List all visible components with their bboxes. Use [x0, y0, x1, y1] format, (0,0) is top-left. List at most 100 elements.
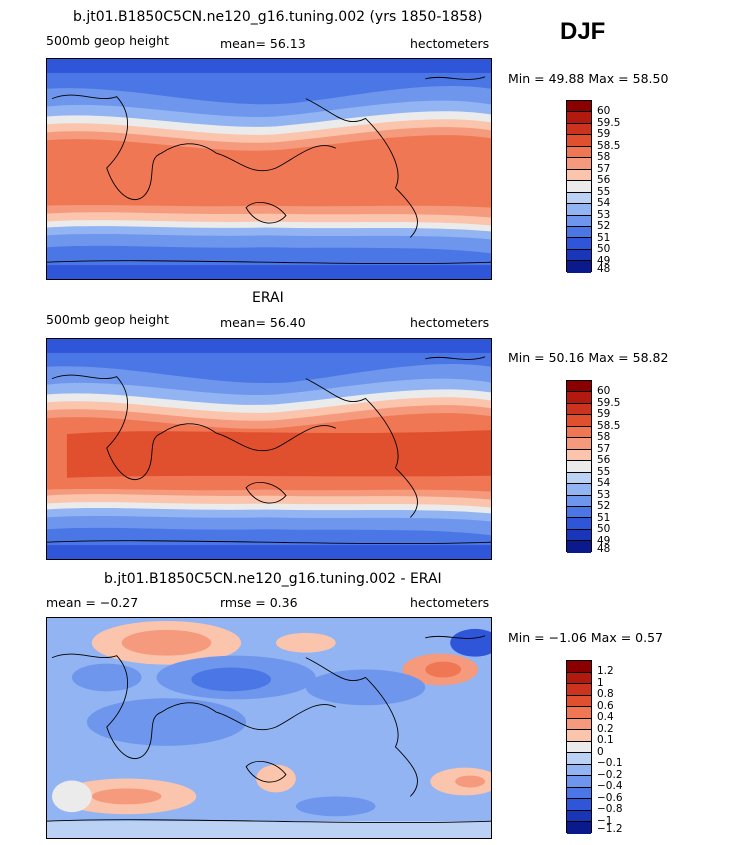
panel-3-colorbar-swatch: [567, 764, 591, 777]
panel-1-colorbar: [566, 100, 592, 273]
panel-2-colorbar: [566, 380, 592, 553]
panel-3-mean-label: mean = −0.27: [46, 595, 139, 610]
panel-2-colorbar-label: 50: [597, 523, 611, 535]
panel-2-colorbar-label: 58: [597, 431, 611, 443]
panel-1-colorbar-swatch: [567, 204, 591, 216]
panel-2-colorbar-label: 58.5: [597, 419, 621, 432]
panel-1-colorbar-label: 49: [597, 254, 611, 267]
panel-1-colorbar-swatch: [567, 261, 591, 273]
panel-1-colorbar-swatch: [567, 192, 591, 205]
panel-1-colorbar-swatch: [567, 158, 591, 170]
panel-1-mean-label: mean= 56.13: [220, 36, 306, 51]
panel-3-colorbar-swatch: [567, 707, 591, 719]
panel-1-colorbar-label: 56: [597, 174, 611, 186]
panel-3-colorbar-swatch: [567, 672, 591, 685]
panel-3-colorbar-label: −0.1: [597, 757, 623, 769]
panel-1-map: [46, 58, 492, 280]
panel-2-colorbar-swatch: [567, 472, 591, 485]
panel-1-colorbar-swatch: [567, 135, 591, 147]
panel-2-colorbar-label: 59: [597, 408, 611, 420]
panel-2-contour-field: [47, 339, 491, 559]
panel-1-units-label: hectometers: [410, 36, 490, 51]
panel-1-colorbar-swatch: [567, 123, 591, 136]
panel-3-colorbar-label: −0.6: [597, 791, 623, 804]
panel-2-colorbar-label: 57: [597, 442, 611, 455]
panel-3-colorbar-swatch: [567, 822, 591, 834]
panel-1-variable-label: 500mb geop height: [46, 33, 169, 48]
panel-3-colorbar-swatch: [567, 787, 591, 800]
panel-1-colorbar-swatch: [567, 181, 591, 193]
panel-3-colorbar-label: 0.2: [597, 722, 614, 735]
season-label: DJF: [560, 18, 606, 45]
panel-3-map: [46, 617, 492, 839]
panel-2-colorbar-swatch: [567, 403, 591, 416]
panel-2-mean-label: mean= 56.40: [220, 315, 306, 330]
panel-2-colorbar-label: 54: [597, 477, 611, 489]
panel-3-contour-field: [47, 618, 491, 838]
panel-1-colorbar-label: 58.5: [597, 139, 621, 152]
panel-2-minmax-label: Min = 50.16 Max = 58.82: [508, 350, 669, 365]
panel-1-colorbar-swatch: [567, 146, 591, 159]
panel-3-colorbar-label: 0.1: [597, 734, 614, 746]
panel-2-colorbar-label: 59.5: [597, 396, 621, 409]
panel-1-colorbar-swatch: [567, 215, 591, 227]
panel-2-variable-label: 500mb geop height: [46, 312, 169, 327]
panel-3-colorbar-swatch: [567, 695, 591, 708]
panel-2-colorbar-swatch: [567, 506, 591, 519]
panel-3-title: b.jt01.B1850C5CN.ne120_g16.tuning.002 - …: [104, 571, 442, 587]
panel-3-colorbar-label: 0.8: [597, 688, 614, 700]
panel-2-colorbar-label: 56: [597, 454, 611, 466]
panel-3-colorbar-label: 0.6: [597, 699, 614, 712]
panel-1-colorbar-label: 48: [597, 263, 611, 275]
panel-1-colorbar-label: 51: [597, 231, 611, 244]
panel-2-colorbar-label: 53: [597, 488, 611, 501]
panel-1-colorbar-label: 58: [597, 151, 611, 163]
panel-1-colorbar-label: 57: [597, 162, 611, 175]
panel-3-colorbar: [566, 660, 592, 834]
panel-1-title: b.jt01.B1850C5CN.ne120_g16.tuning.002 (y…: [73, 9, 483, 25]
panel-1-colorbar-label: 52: [597, 220, 611, 232]
panel-3-colorbar-label: 0: [597, 745, 604, 758]
panel-2-colorbar-label: 48: [597, 543, 611, 555]
panel-2-colorbar-swatch: [567, 484, 591, 496]
panel-2-colorbar-label: 55: [597, 465, 611, 478]
panel-2-colorbar-label: 60: [597, 385, 611, 397]
panel-2-colorbar-swatch: [567, 438, 591, 450]
panel-3-colorbar-label: 0.4: [597, 711, 614, 723]
panel-1-minmax-label: Min = 49.88 Max = 58.50: [508, 71, 669, 86]
panel-3-rmse-label: rmse = 0.36: [220, 595, 298, 610]
panel-2-colorbar-swatch: [567, 426, 591, 439]
panel-1-colorbar-label: 59.5: [597, 116, 621, 129]
panel-2-colorbar-swatch: [567, 381, 591, 393]
panel-1-contour-field: [47, 59, 491, 279]
panel-2-units-label: hectometers: [410, 315, 490, 330]
panel-2-colorbar-swatch: [567, 541, 591, 553]
panel-1-colorbar-swatch: [567, 249, 591, 262]
panel-1-colorbar-label: 50: [597, 243, 611, 255]
panel-3-colorbar-label: −0.4: [597, 780, 623, 792]
panel-1-colorbar-swatch: [567, 226, 591, 239]
panel-3-colorbar-swatch: [567, 718, 591, 731]
panel-2-colorbar-swatch: [567, 529, 591, 542]
panel-3-colorbar-swatch: [567, 799, 591, 811]
panel-1-colorbar-swatch: [567, 238, 591, 250]
panel-2-colorbar-label: 52: [597, 500, 611, 512]
panel-3-colorbar-swatch: [567, 753, 591, 765]
panel-3-colorbar-swatch: [567, 730, 591, 742]
panel-3-colorbar-swatch: [567, 741, 591, 754]
panel-2-colorbar-label: 49: [597, 534, 611, 547]
panel-2-colorbar-swatch: [567, 415, 591, 427]
panel-3-colorbar-label: −0.2: [597, 768, 623, 781]
panel-3-colorbar-swatch: [567, 684, 591, 696]
panel-3-colorbar-label: −1.2: [597, 823, 623, 835]
panel-3-units-label: hectometers: [410, 595, 490, 610]
panel-3-colorbar-swatch: [567, 776, 591, 788]
panel-1-colorbar-label: 53: [597, 208, 611, 221]
panel-1-colorbar-swatch: [567, 101, 591, 113]
panel-3-colorbar-swatch: [567, 661, 591, 673]
panel-2-title: ERAI: [252, 290, 284, 306]
panel-1-colorbar-label: 55: [597, 185, 611, 198]
panel-3-colorbar-swatch: [567, 810, 591, 823]
panel-2-colorbar-swatch: [567, 449, 591, 462]
panel-2-colorbar-swatch: [567, 495, 591, 507]
